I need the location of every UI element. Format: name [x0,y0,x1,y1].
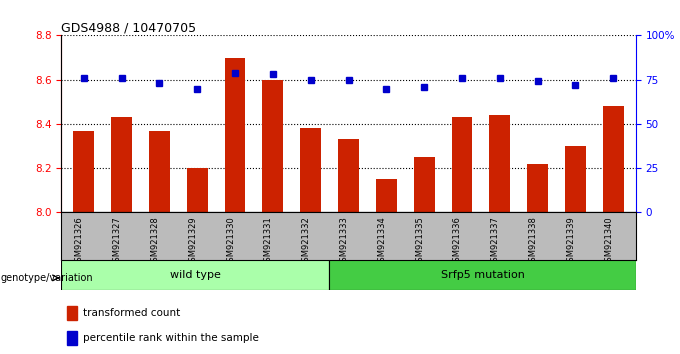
Text: GSM921329: GSM921329 [188,216,197,267]
Text: GSM921330: GSM921330 [226,216,235,267]
Text: GSM921328: GSM921328 [150,216,160,267]
Bar [301,128,321,212]
Text: GSM921338: GSM921338 [528,216,537,267]
Bar [61,260,329,290]
Text: transformed count: transformed count [83,308,180,318]
Bar [262,80,284,212]
Bar [338,139,359,212]
Text: GSM921333: GSM921333 [339,216,348,267]
Bar [565,146,585,212]
Bar [73,131,95,212]
Text: GSM921326: GSM921326 [75,216,84,267]
Bar [376,179,396,212]
Bar [602,106,624,212]
Text: wild type: wild type [170,270,221,280]
Bar [490,115,510,212]
Bar [112,117,132,212]
Text: genotype/variation: genotype/variation [1,273,93,283]
Text: GSM921336: GSM921336 [453,216,462,267]
Text: GSM921331: GSM921331 [264,216,273,267]
Text: GDS4988 / 10470705: GDS4988 / 10470705 [61,21,197,34]
Bar [527,164,548,212]
Text: Srfp5 mutation: Srfp5 mutation [441,270,524,280]
Bar [413,157,435,212]
Text: GSM921339: GSM921339 [566,216,575,267]
Bar [67,331,78,344]
Bar [149,131,170,212]
Text: GSM921340: GSM921340 [604,216,613,267]
Bar [329,260,636,290]
Bar [67,306,78,320]
Text: GSM921327: GSM921327 [113,216,122,267]
Text: GSM921334: GSM921334 [377,216,386,267]
Text: GSM921332: GSM921332 [302,216,311,267]
Bar [224,58,245,212]
Text: GSM921335: GSM921335 [415,216,424,267]
Text: percentile rank within the sample: percentile rank within the sample [83,332,259,343]
Text: GSM921337: GSM921337 [491,216,500,267]
Bar [452,117,473,212]
Bar [187,168,207,212]
